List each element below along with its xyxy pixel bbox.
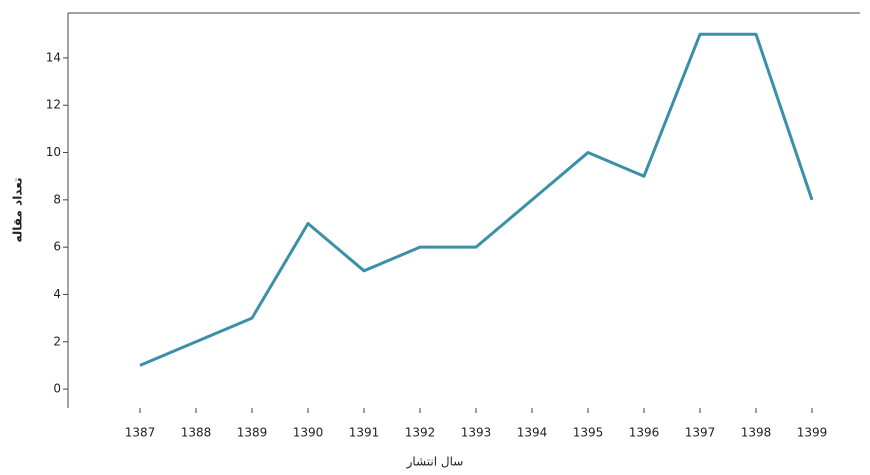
x-tick-label: 1390 xyxy=(293,426,324,440)
chart: سال انتشار تعداد مقاله 0 2 4 6 8 10 12 14 1387 13… xyxy=(0,0,870,475)
x-tick-label: 1395 xyxy=(573,426,604,440)
x-tick-label: 1387 xyxy=(125,426,156,440)
y-tick-label: 4 xyxy=(53,287,61,301)
x-tick-label: 1389 xyxy=(237,426,268,440)
x-tick-label: 1397 xyxy=(685,426,716,440)
y-tick-label: 6 xyxy=(53,240,61,254)
y-tick-label: 10 xyxy=(46,145,61,159)
y-tick-label: 12 xyxy=(46,98,61,112)
data-line xyxy=(140,34,812,365)
y-tick-label: 0 xyxy=(53,382,61,396)
x-tick-label: 1388 xyxy=(181,426,212,440)
x-tick-label: 1398 xyxy=(741,426,772,440)
y-axis-label: تعداد مقاله xyxy=(11,177,25,242)
y-tick-label: 8 xyxy=(53,192,61,206)
x-tick-label: 1394 xyxy=(517,426,548,440)
x-tick-label: 1399 xyxy=(797,426,828,440)
x-axis-label: سال انتشار xyxy=(406,455,464,470)
x-tick-label: 1392 xyxy=(405,426,436,440)
x-tick-label: 1393 xyxy=(461,426,492,440)
y-tick-label: 14 xyxy=(46,50,61,64)
x-tick-label: 1396 xyxy=(629,426,660,440)
x-tick-label: 1391 xyxy=(349,426,380,440)
y-tick-label: 2 xyxy=(53,334,61,348)
